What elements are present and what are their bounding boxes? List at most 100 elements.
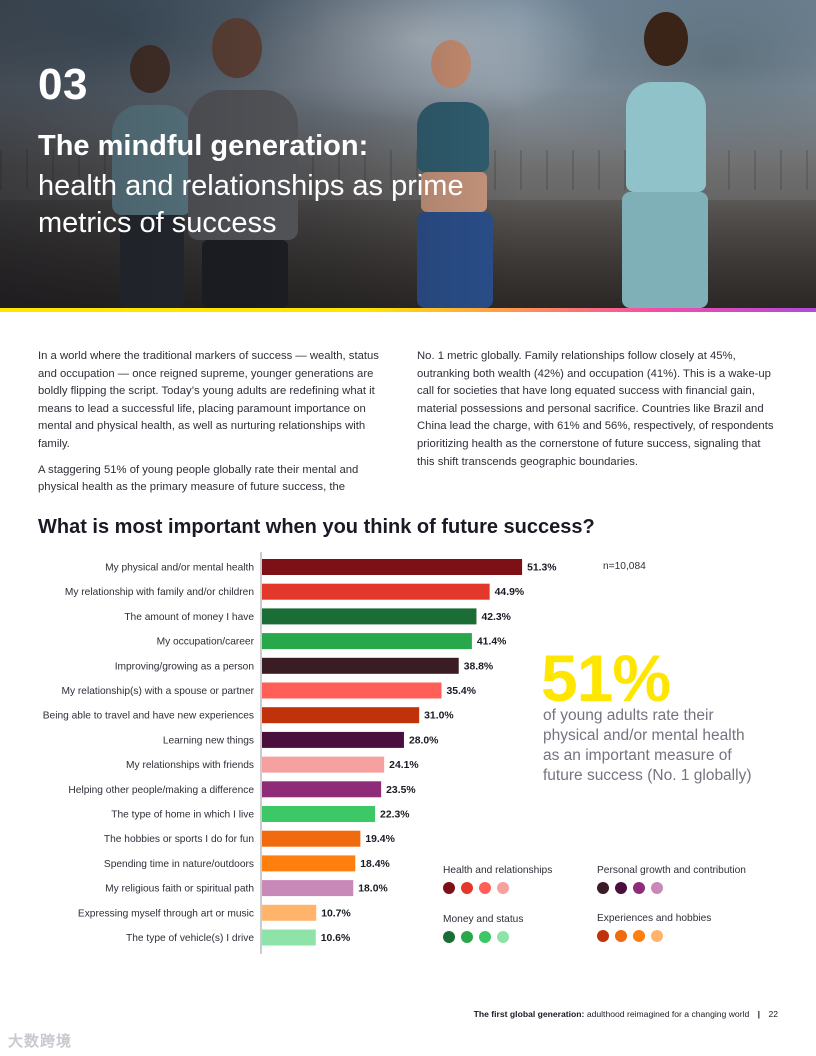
bar-value-label: 10.6% <box>321 933 350 944</box>
bar-category-label: My relationship(s) with a spouse or part… <box>61 686 254 697</box>
legend-swatch <box>461 931 473 943</box>
legend-health-relationships: Health and relationships <box>443 865 552 896</box>
footer-separator: | <box>757 1009 761 1019</box>
bar-value-label: 19.4% <box>365 834 394 845</box>
legend-swatch <box>615 882 627 894</box>
bar-value-label: 24.1% <box>389 760 418 771</box>
chart-title: What is most important when you think of… <box>38 516 595 538</box>
bar-value-label: 42.3% <box>481 612 510 623</box>
section-title: The mindful generation: <box>38 130 369 162</box>
bar-category-label: Learning new things <box>163 735 254 746</box>
bar-value-label: 41.4% <box>477 637 506 648</box>
body-paragraph: In a world where the traditional markers… <box>38 350 379 450</box>
bar-value-label: 28.0% <box>409 735 438 746</box>
legend-label: Personal growth and contribution <box>597 865 746 876</box>
section-subtitle-line-1: health and relationships as prime <box>38 170 464 202</box>
bar <box>262 830 361 847</box>
legend-swatch <box>633 930 645 942</box>
body-paragraph: No. 1 metric globally. Family relationsh… <box>417 350 774 468</box>
bar <box>262 855 356 872</box>
bar <box>262 682 442 699</box>
body-paragraph: A staggering 51% of young people globall… <box>38 463 359 494</box>
hero-runner-4 <box>600 12 730 308</box>
body-column-left: In a world where the traditional markers… <box>38 348 386 505</box>
bar-category-label: Improving/growing as a person <box>115 661 254 672</box>
bar <box>262 633 472 650</box>
legend-swatch <box>597 930 609 942</box>
watermark-text: 大数跨境 <box>8 1033 73 1050</box>
legend-swatch <box>497 882 509 894</box>
highlight-stat: 51% <box>541 641 671 715</box>
footer-report-title: The first global generation: <box>473 1009 585 1019</box>
section-subtitle-line-2: metrics of success <box>38 207 277 239</box>
legend-swatch <box>651 882 663 894</box>
legend-swatches <box>443 931 523 945</box>
legend-swatch <box>479 882 491 894</box>
bar-category-label: My physical and/or mental health <box>105 563 254 574</box>
hero-text-shade <box>0 0 520 308</box>
bar-value-label: 31.0% <box>424 711 453 722</box>
legend-swatches <box>597 882 746 896</box>
bar-value-label: 18.4% <box>360 859 389 870</box>
bar-value-label: 44.9% <box>495 587 524 598</box>
bar-category-label: The hobbies or sports I do for fun <box>104 834 254 845</box>
gradient-accent-band <box>0 308 816 312</box>
bar <box>262 559 523 575</box>
bar-category-label: My occupation/career <box>157 637 255 648</box>
bar-category-label: The type of vehicle(s) I drive <box>126 933 254 944</box>
legend-swatch <box>651 930 663 942</box>
legend-swatches <box>597 930 711 944</box>
bar-category-label: The type of home in which I live <box>111 810 254 821</box>
bar <box>262 929 316 946</box>
legend-experiences-hobbies: Experiences and hobbies <box>597 913 711 944</box>
bar-category-label: Spending time in nature/outdoors <box>104 859 254 870</box>
bar <box>262 806 376 822</box>
legend-swatch <box>497 931 509 943</box>
legend-swatch <box>597 882 609 894</box>
bar-value-label: 51.3% <box>527 563 556 574</box>
bar-value-label: 23.5% <box>386 785 415 796</box>
bar-value-label: 22.3% <box>380 810 409 821</box>
bar <box>262 756 385 773</box>
bar-category-label: Being able to travel and have new experi… <box>43 711 254 722</box>
bar-category-label: My relationships with friends <box>126 760 254 771</box>
highlight-text-line-4: future success (No. 1 globally) <box>543 767 752 784</box>
bar-value-label: 18.0% <box>358 884 387 895</box>
bar-value-label: 38.8% <box>464 661 493 672</box>
legend-swatch <box>633 882 645 894</box>
section-number: 03 <box>38 60 88 109</box>
sample-size-note: n=10,084 <box>603 561 646 572</box>
future-success-bar-chart: My physical and/or mental health 51.3% My … <box>43 552 557 954</box>
bar <box>262 880 354 897</box>
bar <box>262 781 382 798</box>
bar <box>262 608 477 625</box>
highlight-text-line-2: physical and/or mental health <box>543 727 745 744</box>
page-footer: The first global generation: adulthood r… <box>474 1009 778 1019</box>
highlight-text-line-3: as an important measure of <box>543 747 732 764</box>
bar-category-label: Helping other people/making a difference <box>68 785 254 796</box>
legend-swatch <box>461 882 473 894</box>
legend-swatch <box>443 882 455 894</box>
legend-swatch <box>479 931 491 943</box>
legend-label: Money and status <box>443 914 524 925</box>
bar-category-label: My relationship with family and/or child… <box>65 587 254 598</box>
legend-personal-growth: Personal growth and contribution <box>597 865 746 896</box>
bar-category-label: My religious faith or spiritual path <box>105 884 254 895</box>
bar <box>262 657 459 674</box>
legend-money-status: Money and status <box>443 914 523 945</box>
bar-value-label: 35.4% <box>446 686 475 697</box>
footer-report-subtitle: adulthood reimagined for a changing worl… <box>586 1009 750 1019</box>
bar <box>262 583 490 600</box>
body-column-right: No. 1 metric globally. Family relationsh… <box>417 348 779 479</box>
watermark-logo: 大数跨境 <box>8 1030 72 1051</box>
legend-swatches <box>443 882 552 896</box>
bar <box>262 904 317 921</box>
bar <box>262 707 420 724</box>
bar-category-label: The amount of money I have <box>124 612 254 623</box>
legend-label: Health and relationships <box>443 865 553 876</box>
legend-swatch <box>615 930 627 942</box>
legend-swatch <box>443 931 455 943</box>
bar <box>262 731 404 748</box>
legend-label: Experiences and hobbies <box>597 913 712 924</box>
bar-value-label: 10.7% <box>321 908 350 919</box>
